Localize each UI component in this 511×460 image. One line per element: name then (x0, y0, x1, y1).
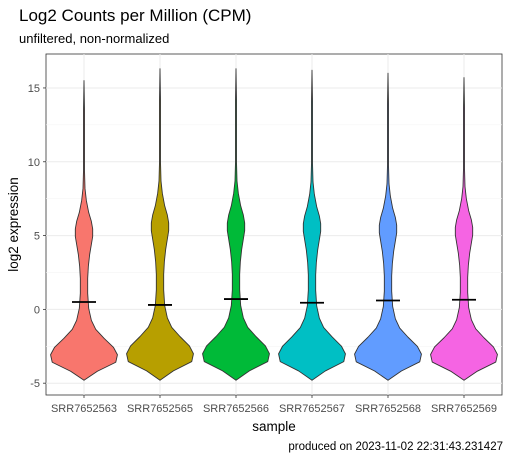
plot-panel (45, 53, 503, 396)
violin-SRR7652567 (278, 69, 346, 381)
violin-SRR7652566 (202, 68, 270, 381)
x-tick-label: SRR7652569 (431, 403, 497, 415)
violin-SRR7652569 (430, 77, 498, 381)
x-tick-label: SRR7652565 (127, 403, 193, 415)
x-axis: SRR7652563 SRR7652565 SRR7652566 SRR7652567… (51, 395, 497, 415)
violins (50, 68, 498, 381)
violin-SRR7652568 (354, 72, 422, 381)
chart-title: Log2 Counts per Million (CPM) (19, 6, 251, 25)
median-markers (72, 298, 476, 306)
y-tick-label: 5 (34, 231, 40, 243)
y-tick-label: 10 (28, 157, 40, 169)
x-tick-label: SRR7652567 (279, 403, 345, 415)
violin-SRR7652565 (126, 68, 194, 381)
y-axis-title: log2 expression (6, 177, 21, 272)
x-tick-label: SRR7652568 (355, 403, 421, 415)
chart-subtitle: unfiltered, non-normalized (19, 31, 169, 46)
y-tick-label: 0 (34, 304, 40, 316)
chart-caption: produced on 2023-11-02 22:31:43.231427 (288, 441, 503, 453)
x-tick-label: SRR7652563 (51, 403, 117, 415)
y-tick-label: -5 (30, 378, 40, 390)
x-axis-title: sample (252, 419, 296, 434)
violin-SRR7652563 (50, 80, 118, 381)
x-tick-label: SRR7652566 (203, 403, 269, 415)
y-tick-label: 15 (28, 83, 40, 95)
y-axis: -5 0 5 10 15 (28, 83, 46, 390)
